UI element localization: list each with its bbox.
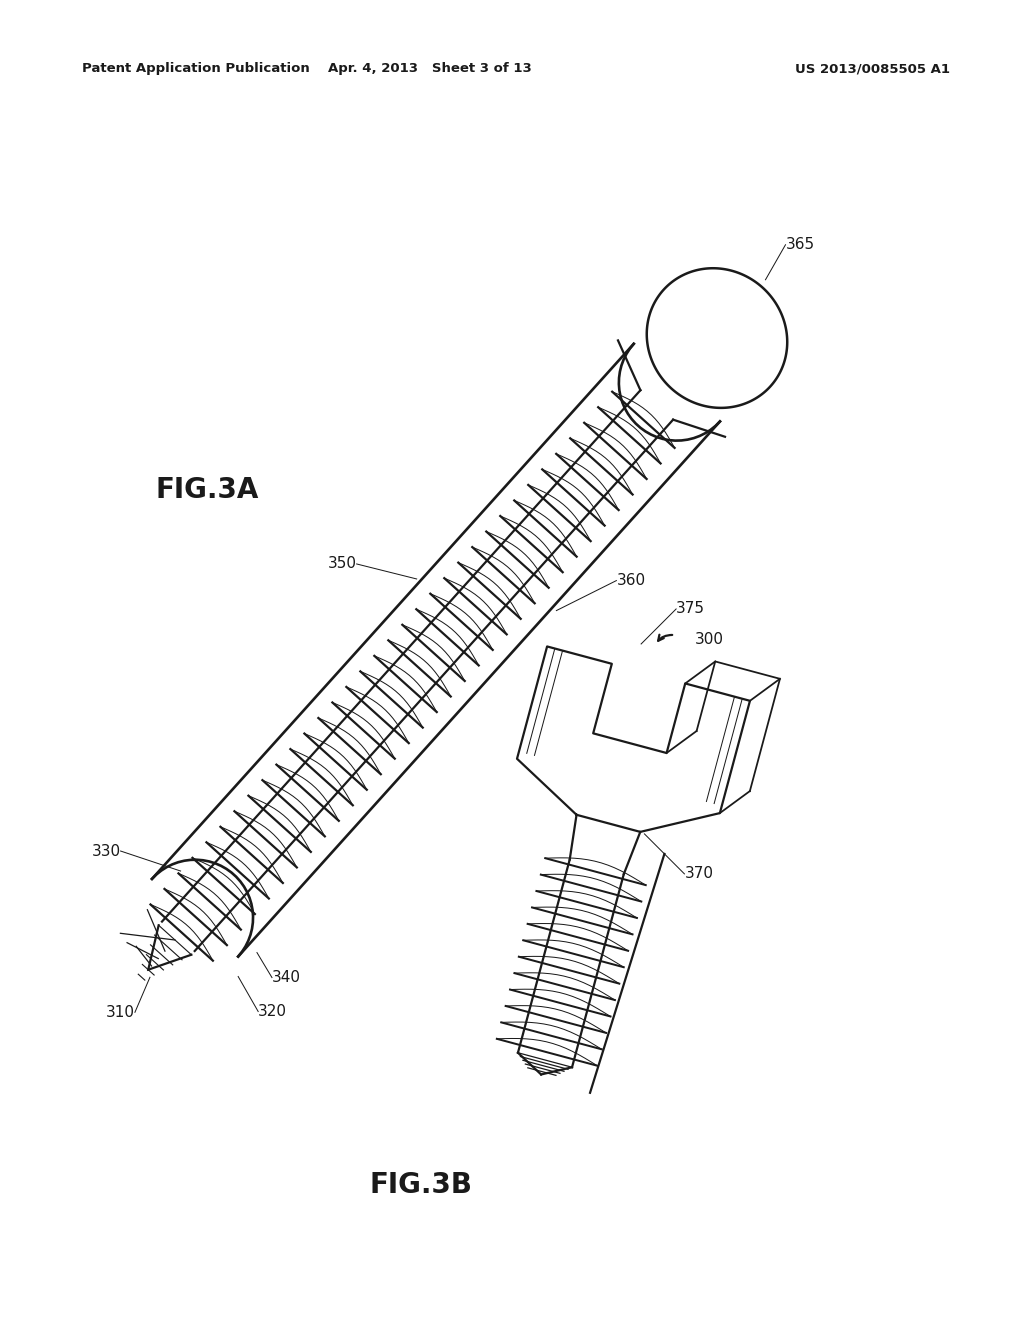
Text: Patent Application Publication: Patent Application Publication xyxy=(82,62,309,75)
Text: 330: 330 xyxy=(91,843,121,858)
Text: 375: 375 xyxy=(676,602,706,616)
Text: US 2013/0085505 A1: US 2013/0085505 A1 xyxy=(795,62,950,75)
Text: 365: 365 xyxy=(785,238,815,252)
Text: 370: 370 xyxy=(684,866,714,882)
Text: 360: 360 xyxy=(616,573,645,589)
Text: 310: 310 xyxy=(105,1005,135,1020)
Text: 320: 320 xyxy=(258,1005,287,1019)
Text: Apr. 4, 2013   Sheet 3 of 13: Apr. 4, 2013 Sheet 3 of 13 xyxy=(328,62,531,75)
Text: 340: 340 xyxy=(272,970,301,985)
Polygon shape xyxy=(647,268,787,408)
Text: 350: 350 xyxy=(328,557,356,572)
Text: 300: 300 xyxy=(695,632,724,648)
Text: FIG.3B: FIG.3B xyxy=(370,1171,473,1199)
Text: FIG.3A: FIG.3A xyxy=(155,477,258,504)
